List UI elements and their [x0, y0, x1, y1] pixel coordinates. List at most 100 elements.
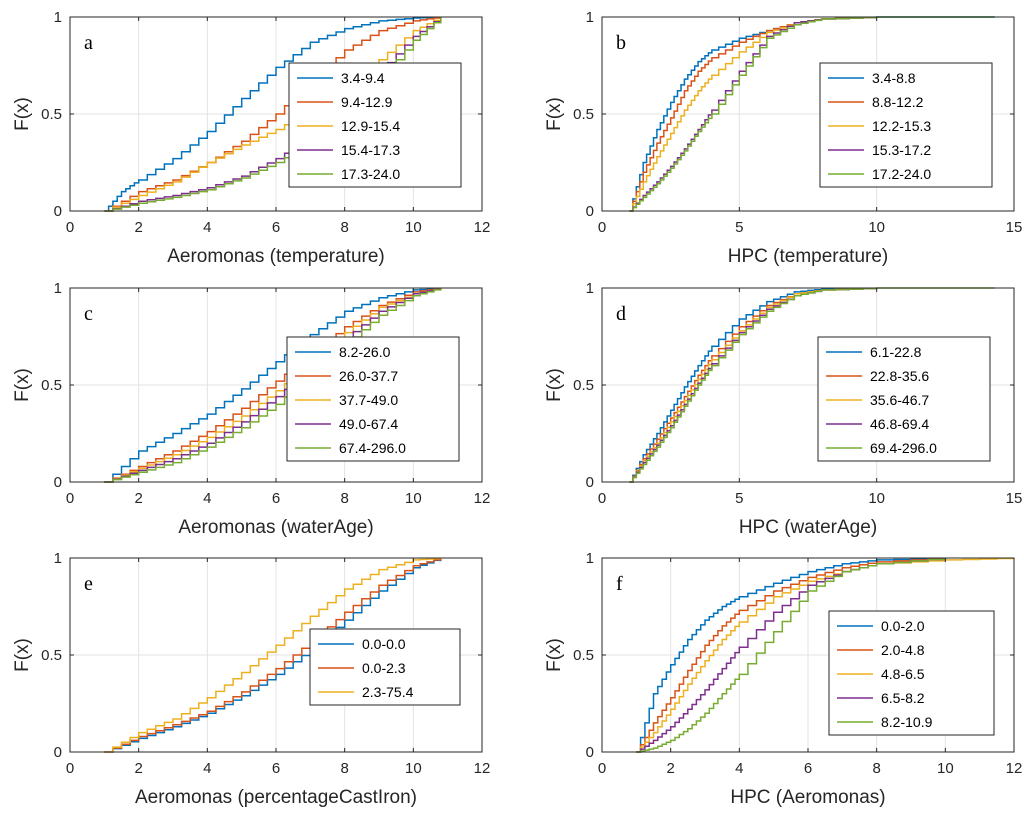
legend-box: [288, 62, 462, 188]
y-tick-label: 0: [54, 203, 62, 220]
series-line-3: [104, 288, 442, 483]
x-tick-label: 8: [872, 760, 880, 777]
x-tick-label: 10: [405, 760, 422, 777]
x-tick-label: 2: [666, 760, 674, 777]
y-tick-label: 0.5: [41, 377, 62, 394]
panel-letter: f: [616, 573, 623, 595]
legend-entry: 4.8-6.5: [881, 666, 925, 682]
legend: 8.2-26.0 26.0-37.7 37.7-49.0 49.0-67.4 67.4-…: [286, 336, 460, 462]
legend: 3.4-9.4 9.4-12.9 12.9-15.4 15.4-17.3 17.3-24…: [288, 62, 462, 188]
y-axis-label: F(x): [12, 638, 33, 672]
y-tick-label: 1: [586, 550, 594, 567]
y-tick-label: 0: [586, 744, 594, 761]
x-tick-label: 0: [598, 490, 606, 507]
y-tick-label: 0.5: [41, 106, 62, 123]
series-line-1: [104, 16, 442, 212]
y-tick-label: 1: [54, 550, 62, 567]
legend-entry: 37.7-49.0: [339, 392, 398, 408]
panel-letter: d: [616, 303, 626, 325]
series-line-2: [104, 288, 442, 483]
x-tick-label: 0: [66, 760, 74, 777]
x-tick-label: 2: [134, 219, 142, 236]
panel-letter: b: [616, 32, 626, 54]
legend-entry: 15.3-17.2: [872, 142, 931, 158]
x-tick-label: 15: [1006, 219, 1023, 236]
series-line-1: [636, 557, 947, 753]
y-tick-label: 1: [586, 280, 594, 297]
x-tick-label: 2: [134, 490, 142, 507]
legend-entry: 8.8-12.2: [872, 94, 924, 110]
legend-entry: 9.4-12.9: [341, 94, 393, 110]
legend: 3.4-8.8 8.8-12.2 12.2-15.3 15.3-17.2 17.2-24…: [819, 62, 993, 188]
x-tick-label: 5: [735, 490, 743, 507]
chart-panel-e: 0 2 4 6 8 10 12 0 0.5 1 Aeromonas (percentageCastI…: [12, 550, 490, 808]
legend-entry: 0.0-2.0: [881, 618, 925, 634]
legend-entry: 22.8-35.6: [870, 368, 929, 384]
legend-entry: 2.0-4.8: [881, 642, 925, 658]
legend-entry: 69.4-296.0: [870, 440, 937, 456]
x-tick-label: 10: [405, 219, 422, 236]
series-line-5: [629, 16, 995, 212]
x-tick-label: 4: [735, 760, 743, 777]
panel-letter: c: [84, 303, 93, 325]
series-line-4: [629, 16, 878, 212]
y-tick-label: 0: [54, 474, 62, 491]
x-tick-label: 8: [340, 490, 348, 507]
x-tick-label: 12: [474, 490, 491, 507]
x-tick-label: 6: [272, 760, 280, 777]
legend-entry: 17.3-24.0: [341, 166, 400, 182]
x-axis-label: HPC (temperature): [728, 246, 889, 267]
x-axis-label: HPC (waterAge): [739, 517, 877, 538]
legend-entry: 8.2-10.9: [881, 714, 933, 730]
x-axis-label: Aeromonas (waterAge): [178, 517, 373, 538]
legend-entry: 12.2-15.3: [872, 118, 931, 134]
x-tick-label: 12: [474, 219, 491, 236]
series-line-4: [104, 288, 442, 483]
legend: 6.1-22.8 22.8-35.6 35.6-46.7 46.8-69.4 69.4-…: [817, 336, 991, 462]
x-tick-label: 6: [272, 490, 280, 507]
legend-box: [286, 336, 460, 462]
x-tick-label: 4: [203, 490, 211, 507]
x-axis-label: Aeromonas (temperature): [167, 246, 385, 267]
series-line-2: [636, 558, 947, 753]
legend-entry: 0.0-2.3: [362, 660, 406, 676]
y-tick-label: 0.5: [573, 647, 594, 664]
series-line-5: [104, 288, 442, 483]
legend-box: [817, 336, 991, 462]
legend-entry: 35.6-46.7: [870, 392, 929, 408]
y-axis-label: F(x): [544, 638, 565, 672]
series-line-3: [104, 557, 442, 753]
series-line-3: [104, 17, 442, 212]
legend: 0.0-0.0 0.0-2.3 2.3-75.4: [309, 628, 461, 706]
legend-entry: 8.2-26.0: [339, 344, 391, 360]
series-line-1: [629, 287, 878, 483]
series-line-1: [104, 287, 442, 483]
legend-entry: 46.8-69.4: [870, 416, 929, 432]
y-tick-label: 0: [586, 474, 594, 491]
y-tick-label: 1: [586, 9, 594, 26]
x-tick-label: 0: [598, 760, 606, 777]
legend-entry: 17.2-24.0: [872, 166, 931, 182]
y-tick-label: 1: [54, 280, 62, 297]
legend-entry: 26.0-37.7: [339, 368, 398, 384]
y-axis-label: F(x): [544, 97, 565, 131]
x-tick-label: 4: [203, 760, 211, 777]
x-tick-label: 0: [598, 219, 606, 236]
x-tick-label: 10: [868, 490, 885, 507]
series-line-2: [104, 558, 442, 753]
y-tick-label: 0.5: [41, 647, 62, 664]
x-tick-label: 2: [134, 760, 142, 777]
legend: 0.0-2.0 2.0-4.8 4.8-6.5 6.5-8.2 8.2-10.9: [828, 610, 995, 736]
legend-entry: 49.0-67.4: [339, 416, 398, 432]
y-axis-label: F(x): [12, 97, 33, 131]
panel-letter: e: [84, 573, 93, 595]
x-tick-label: 5: [735, 219, 743, 236]
legend-entry: 2.3-75.4: [362, 684, 414, 700]
series-line-3: [629, 287, 878, 483]
x-tick-label: 10: [405, 490, 422, 507]
x-axis-label: HPC (Aeromonas): [730, 787, 885, 808]
y-tick-label: 0: [586, 203, 594, 220]
legend-entry: 6.5-8.2: [881, 690, 925, 706]
chart-panel-a: 0 2 4 6 8 10 12 0 0.5 1 Aeromonas (temperature) F(x…: [12, 9, 490, 267]
y-tick-label: 0.5: [573, 106, 594, 123]
